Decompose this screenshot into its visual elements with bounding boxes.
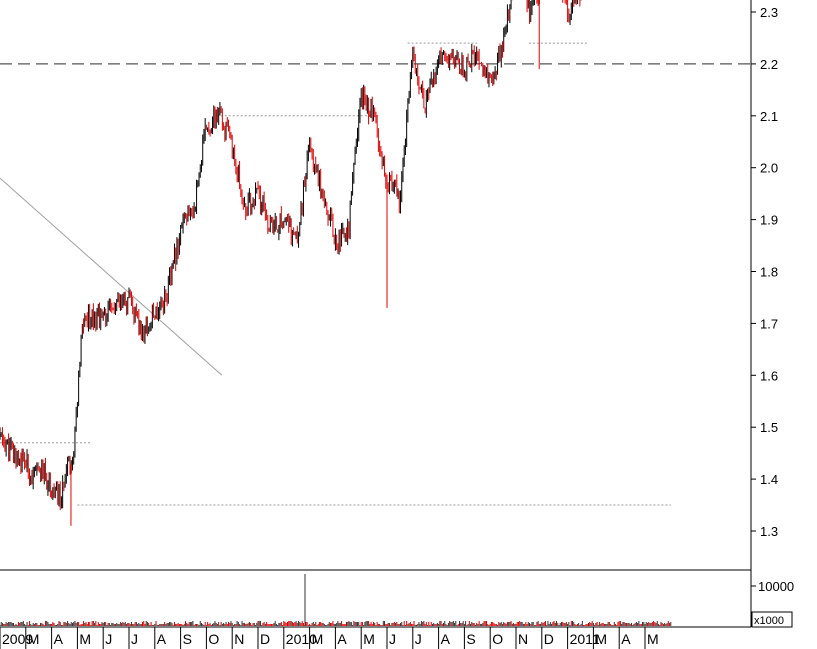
- month-label: 2011: [570, 631, 600, 647]
- month-label: J: [105, 631, 112, 647]
- month-label: A: [441, 631, 451, 647]
- candles: [0, 0, 582, 526]
- month-label: J: [415, 631, 422, 647]
- month-label: A: [621, 631, 631, 647]
- month-label: O: [492, 631, 503, 647]
- month-label: D: [260, 631, 270, 647]
- volume-unit-box: [751, 611, 793, 628]
- trend-line-group: [0, 177, 223, 376]
- price-tick-label: 1.7: [760, 316, 778, 331]
- price-tick-label: 1.8: [760, 265, 778, 280]
- price-axis-ticks: 1.31.41.51.61.71.81.92.02.12.22.32.42.52…: [751, 5, 778, 539]
- month-label: M: [647, 631, 659, 647]
- month-label: M: [363, 631, 375, 647]
- price-tick-label: 1.6: [760, 368, 778, 383]
- month-label: A: [157, 631, 167, 647]
- month-label: A: [54, 631, 64, 647]
- month-label: S: [466, 631, 475, 647]
- price-tick-label: 2.2: [760, 57, 778, 72]
- price-tick-label: 1.5: [760, 420, 778, 435]
- price-tick-label: 1.3: [760, 524, 778, 539]
- trend-line: [0, 177, 223, 376]
- price-tick-label: 1.4: [760, 472, 778, 487]
- month-label: M: [28, 631, 40, 647]
- price-tick-label: 2.1: [760, 109, 778, 124]
- month-label: N: [234, 631, 244, 647]
- volume-bars: [0, 574, 672, 626]
- price-tick-label: 2.3: [760, 5, 778, 20]
- month-label: M: [595, 631, 607, 647]
- month-label: D: [544, 631, 554, 647]
- volume-axis-tick-label: 10000: [758, 579, 794, 594]
- month-label: M: [79, 631, 91, 647]
- price-tick-label: 2.0: [760, 161, 778, 176]
- month-label: S: [183, 631, 192, 647]
- month-label: J: [131, 631, 138, 647]
- month-label: N: [518, 631, 528, 647]
- month-label: J: [389, 631, 396, 647]
- month-label: O: [208, 631, 219, 647]
- month-label: M: [312, 631, 324, 647]
- volume-unit-label: x1000: [754, 615, 784, 627]
- month-label: A: [337, 631, 347, 647]
- price-tick-label: 1.9: [760, 213, 778, 228]
